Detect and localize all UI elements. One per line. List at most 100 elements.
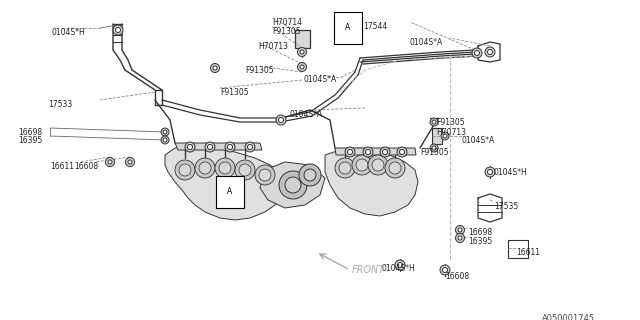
Text: F91305: F91305: [272, 27, 301, 36]
Circle shape: [304, 169, 316, 181]
Text: 16608: 16608: [445, 272, 469, 281]
Text: 16698: 16698: [18, 128, 42, 137]
Circle shape: [248, 145, 253, 149]
Circle shape: [185, 142, 195, 152]
Circle shape: [443, 134, 447, 138]
Circle shape: [395, 260, 405, 270]
Circle shape: [276, 115, 286, 125]
Circle shape: [259, 169, 271, 181]
Circle shape: [285, 177, 301, 193]
Circle shape: [299, 164, 321, 186]
Circle shape: [356, 159, 368, 171]
Text: FRONT: FRONT: [352, 265, 385, 275]
Circle shape: [215, 158, 235, 178]
Polygon shape: [335, 148, 416, 155]
Text: 0104S*A: 0104S*A: [304, 75, 337, 84]
Circle shape: [195, 158, 215, 178]
Text: 16395: 16395: [468, 237, 492, 246]
Text: 0104S*H: 0104S*H: [52, 28, 86, 37]
Text: 16698: 16698: [468, 228, 492, 237]
Text: 17544: 17544: [363, 22, 387, 31]
Circle shape: [300, 65, 304, 69]
Circle shape: [368, 155, 388, 175]
Circle shape: [245, 142, 255, 152]
Circle shape: [205, 142, 215, 152]
Circle shape: [298, 47, 307, 57]
Circle shape: [278, 117, 284, 123]
Circle shape: [397, 262, 403, 268]
Text: A: A: [227, 188, 232, 196]
Text: H70713: H70713: [258, 42, 288, 51]
Text: 16611: 16611: [50, 162, 74, 171]
Circle shape: [440, 265, 450, 275]
Circle shape: [442, 268, 447, 273]
Text: F91305: F91305: [220, 88, 248, 97]
Circle shape: [432, 146, 436, 150]
Text: 16395: 16395: [18, 136, 42, 145]
Circle shape: [430, 144, 438, 152]
Polygon shape: [260, 162, 325, 208]
Circle shape: [458, 228, 462, 232]
Circle shape: [298, 62, 307, 71]
Circle shape: [372, 159, 384, 171]
Text: 0104S*A: 0104S*A: [410, 38, 444, 47]
Polygon shape: [175, 143, 262, 150]
Circle shape: [125, 157, 134, 166]
Text: 0104S*H: 0104S*H: [494, 168, 528, 177]
Circle shape: [399, 149, 404, 155]
Text: 17533: 17533: [48, 100, 72, 109]
Circle shape: [115, 28, 120, 33]
Circle shape: [175, 160, 195, 180]
Text: 0104S*H: 0104S*H: [382, 264, 416, 273]
Circle shape: [383, 149, 387, 155]
Circle shape: [432, 120, 436, 124]
Text: F91305: F91305: [245, 66, 274, 75]
Circle shape: [488, 50, 493, 54]
Circle shape: [456, 226, 465, 235]
Circle shape: [389, 162, 401, 174]
Circle shape: [441, 132, 449, 140]
Circle shape: [213, 66, 217, 70]
Text: A050001745: A050001745: [542, 314, 595, 320]
Circle shape: [225, 142, 235, 152]
Circle shape: [163, 138, 167, 142]
Circle shape: [430, 118, 438, 126]
Circle shape: [365, 149, 371, 155]
Circle shape: [474, 51, 479, 55]
Circle shape: [472, 48, 482, 58]
Text: 0104S*A: 0104S*A: [462, 136, 495, 145]
Circle shape: [227, 145, 232, 149]
Circle shape: [239, 164, 251, 176]
Circle shape: [339, 162, 351, 174]
Circle shape: [199, 162, 211, 174]
Circle shape: [456, 234, 465, 243]
Circle shape: [108, 160, 112, 164]
Circle shape: [106, 157, 115, 166]
Circle shape: [163, 130, 167, 134]
Circle shape: [161, 128, 169, 136]
Circle shape: [279, 171, 307, 199]
Circle shape: [300, 50, 304, 54]
Polygon shape: [295, 30, 310, 48]
Circle shape: [345, 147, 355, 157]
Circle shape: [179, 164, 191, 176]
Circle shape: [211, 63, 220, 73]
Circle shape: [488, 170, 493, 174]
Text: 0104S*A: 0104S*A: [290, 110, 323, 119]
Text: 17535: 17535: [494, 202, 518, 211]
Polygon shape: [432, 128, 442, 144]
Circle shape: [363, 147, 373, 157]
Polygon shape: [325, 148, 418, 216]
Text: 16611: 16611: [516, 248, 540, 257]
Circle shape: [219, 162, 231, 174]
Circle shape: [235, 160, 255, 180]
Circle shape: [113, 25, 123, 35]
Circle shape: [485, 47, 495, 57]
Circle shape: [380, 147, 390, 157]
Text: F91305: F91305: [420, 148, 449, 157]
Circle shape: [188, 145, 193, 149]
Text: A: A: [346, 23, 351, 33]
Polygon shape: [165, 145, 285, 220]
Circle shape: [335, 158, 355, 178]
Circle shape: [255, 165, 275, 185]
